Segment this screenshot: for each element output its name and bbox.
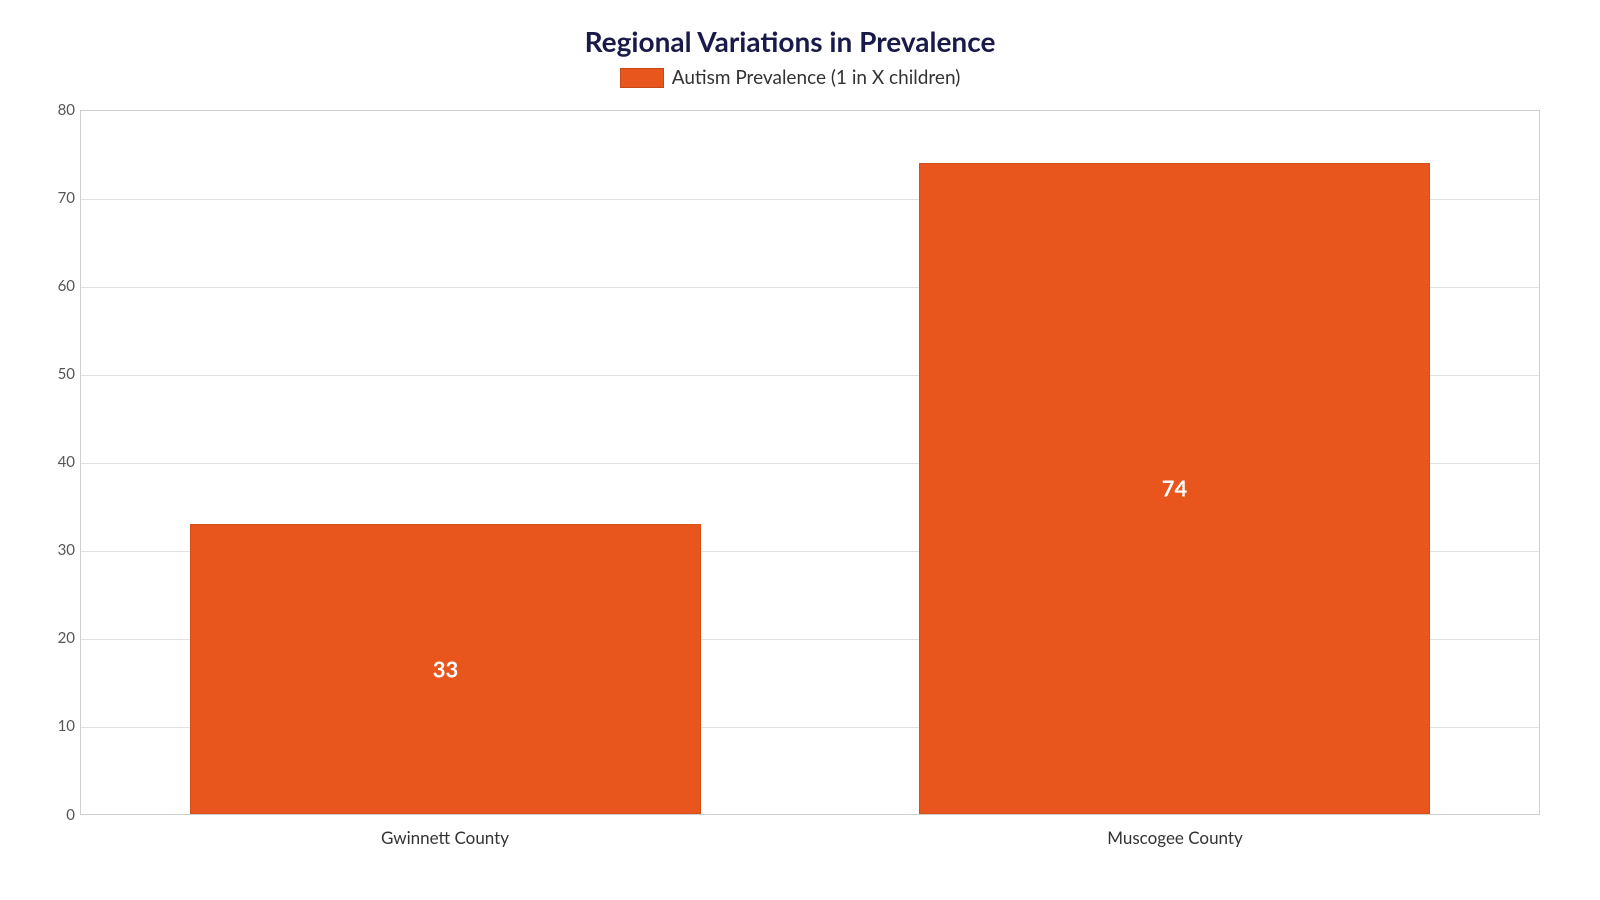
y-tick-label: 70 (20, 189, 75, 207)
legend: Autism Prevalence (1 in X children) (20, 66, 1560, 92)
y-tick-label: 80 (20, 101, 75, 119)
y-tick-label: 60 (20, 277, 75, 295)
legend-label: Autism Prevalence (1 in X children) (672, 66, 961, 89)
bar: 33 (190, 524, 700, 814)
y-tick-label: 40 (20, 453, 75, 471)
bar-value-label: 74 (920, 475, 1428, 502)
y-tick-label: 50 (20, 365, 75, 383)
y-tick-label: 0 (20, 806, 75, 824)
legend-swatch (620, 68, 664, 88)
plot-area: 33 74 (80, 110, 1540, 815)
x-tick-label: Gwinnett County (381, 827, 509, 848)
legend-item: Autism Prevalence (1 in X children) (620, 66, 961, 89)
chart-container: Regional Variations in Prevalence Autism… (0, 0, 1600, 900)
chart-title: Regional Variations in Prevalence (20, 24, 1560, 58)
y-tick-label: 10 (20, 717, 75, 735)
x-tick-label: Muscogee County (1107, 827, 1243, 848)
y-tick-label: 20 (20, 629, 75, 647)
bar: 74 (919, 163, 1429, 813)
chart-area: 0 10 20 30 40 50 60 70 80 33 74 Gwinnett County Mu… (20, 100, 1560, 860)
y-tick-label: 30 (20, 541, 75, 559)
bar-value-label: 33 (191, 655, 699, 682)
